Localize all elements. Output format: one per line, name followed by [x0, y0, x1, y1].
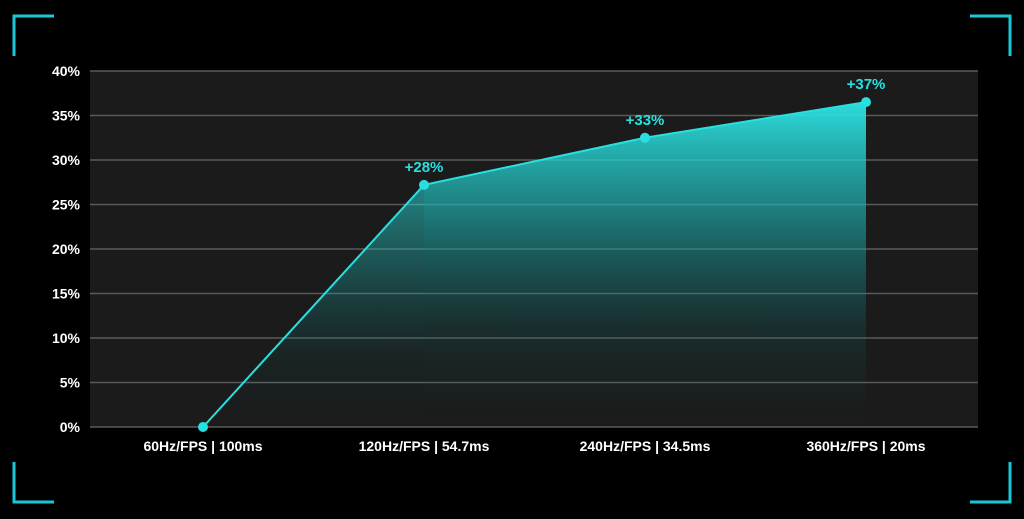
y-tick-label: 15% [52, 286, 81, 302]
x-category-label: 120Hz/FPS | 54.7ms [359, 438, 490, 454]
frame-corner-bottom-left [12, 460, 56, 504]
y-axis-tick-labels: 0% 5% 10% 15% 20% 25% 30% 35% 40% [52, 63, 81, 435]
data-label: +33% [626, 112, 665, 129]
y-tick-label: 40% [52, 63, 81, 79]
y-tick-label: 0% [60, 419, 81, 435]
y-tick-label: 20% [52, 241, 81, 257]
frame-corner-bottom-right [968, 460, 1012, 504]
x-category-label: 360Hz/FPS | 20ms [806, 438, 925, 454]
data-points [198, 97, 871, 432]
x-category-label: 240Hz/FPS | 34.5ms [580, 438, 711, 454]
x-axis-category-labels: 60Hz/FPS | 100ms 120Hz/FPS | 54.7ms 240Hz/… [143, 438, 925, 454]
series-line [202, 101, 867, 428]
y-tick-label: 30% [52, 152, 81, 168]
data-label: +37% [847, 76, 886, 93]
area-series [202, 101, 867, 428]
y-tick-label: 10% [52, 330, 81, 346]
y-tick-label: 5% [60, 375, 81, 391]
area-fill [424, 102, 866, 428]
data-label: +28% [405, 159, 444, 176]
x-category-label: 60Hz/FPS | 100ms [143, 438, 262, 454]
data-point [198, 422, 208, 432]
data-point [640, 132, 650, 143]
frame-corner-top-left [12, 14, 56, 58]
data-point [419, 179, 429, 190]
y-tick-label: 35% [52, 108, 81, 124]
data-point [861, 97, 871, 108]
y-tick-label: 25% [52, 197, 81, 213]
data-labels: +28% +33% +37% [405, 76, 886, 176]
frame-corner-top-right [968, 14, 1012, 58]
